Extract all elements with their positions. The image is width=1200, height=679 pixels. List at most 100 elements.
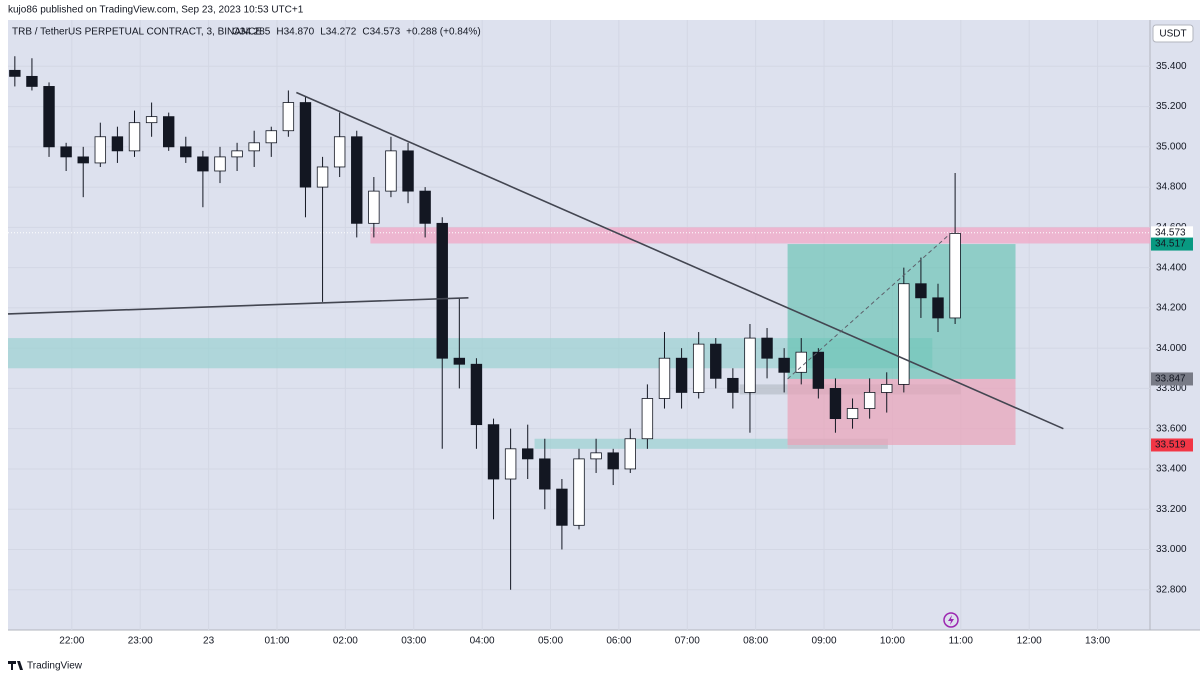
x-tick-label: 22:00 bbox=[59, 636, 84, 647]
ohlc-value: O34.285 bbox=[232, 27, 271, 38]
candle-body bbox=[829, 388, 842, 420]
candle-body bbox=[231, 150, 243, 158]
candle-body bbox=[932, 297, 944, 319]
candle-body bbox=[812, 351, 825, 389]
ohlc-value: H34.870 bbox=[276, 27, 314, 38]
trendline bbox=[7, 297, 469, 315]
candle-body bbox=[197, 156, 209, 172]
y-tick-label: 34.000 bbox=[1156, 343, 1187, 354]
candle-body bbox=[351, 136, 363, 224]
candle-body bbox=[863, 392, 876, 409]
candle-body bbox=[77, 156, 89, 164]
candle-body bbox=[795, 351, 807, 373]
y-tick-label: 33.600 bbox=[1156, 423, 1187, 434]
candle-body bbox=[915, 283, 927, 299]
candle-body bbox=[607, 452, 619, 470]
x-tick-label: 11:00 bbox=[949, 636, 974, 647]
candle-body bbox=[333, 136, 346, 168]
y-tick-label: 34.400 bbox=[1156, 262, 1187, 273]
candle-body bbox=[9, 69, 21, 77]
y-tick-label: 35.000 bbox=[1156, 141, 1187, 152]
price-label-box bbox=[1151, 372, 1193, 386]
candle-body bbox=[436, 222, 448, 359]
candle-body bbox=[487, 424, 500, 480]
candle-body bbox=[368, 190, 380, 224]
logo bbox=[8, 661, 23, 670]
price-label: 33.847 bbox=[1155, 374, 1186, 385]
layer bbox=[7, 20, 1150, 630]
candle-body bbox=[573, 458, 585, 526]
candle-body bbox=[26, 75, 38, 87]
candle-body bbox=[504, 448, 517, 480]
candle-body bbox=[846, 408, 859, 420]
candle-body bbox=[402, 150, 414, 192]
trendline bbox=[296, 91, 1064, 430]
candle-body bbox=[163, 116, 175, 148]
x-tick-label: 13:00 bbox=[1085, 636, 1110, 647]
price-label: 34.573 bbox=[1155, 227, 1186, 238]
y-tick-label: 35.400 bbox=[1156, 61, 1187, 72]
candle-body bbox=[761, 337, 773, 359]
currency: USDT bbox=[1159, 29, 1186, 40]
price-label: 34.517 bbox=[1155, 239, 1186, 250]
event-icon bbox=[943, 612, 959, 628]
event-icon bbox=[948, 615, 954, 625]
trendline bbox=[787, 233, 951, 380]
candle-body bbox=[624, 438, 636, 470]
candle-body bbox=[419, 190, 431, 224]
x-tick-label: 09:00 bbox=[812, 636, 837, 647]
candle-body bbox=[316, 166, 329, 188]
price-label-box bbox=[1151, 237, 1193, 251]
symbol: TRB / TetherUS PERPETUAL CONTRACT, 3, BI… bbox=[12, 27, 262, 38]
candle-body bbox=[180, 146, 192, 158]
candle-body bbox=[675, 357, 688, 393]
candle-body bbox=[744, 337, 756, 393]
candle-body bbox=[641, 398, 654, 440]
zone bbox=[8, 338, 933, 369]
y-tick-label: 33.400 bbox=[1156, 464, 1187, 475]
candle-body bbox=[145, 116, 158, 124]
x-tick-label: 07:00 bbox=[675, 636, 700, 647]
candle-body bbox=[43, 86, 55, 148]
x-tick-label: 12:00 bbox=[1017, 636, 1042, 647]
y-tick-label: 35.200 bbox=[1156, 101, 1187, 112]
price-label: 33.519 bbox=[1155, 440, 1186, 451]
x-tick-label: 06:00 bbox=[606, 636, 631, 647]
candle-body bbox=[898, 283, 910, 385]
candle-body bbox=[453, 357, 466, 365]
ohlc-value: +0.288 (+0.84%) bbox=[406, 27, 481, 38]
x-tick-label: 08:00 bbox=[743, 636, 768, 647]
candle-body bbox=[881, 383, 893, 393]
x-tick-label: 23:00 bbox=[128, 636, 153, 647]
candle-body bbox=[299, 102, 312, 188]
candle-body bbox=[60, 146, 72, 158]
price-label-box bbox=[1151, 438, 1193, 452]
y-tick-label: 34.200 bbox=[1156, 303, 1187, 314]
y-tick-label: 34.800 bbox=[1156, 182, 1187, 193]
candle-body bbox=[385, 150, 397, 192]
zone bbox=[370, 227, 1150, 244]
zone bbox=[534, 438, 788, 449]
x-tick-label: 03:00 bbox=[401, 636, 426, 647]
y-tick-label: 33.000 bbox=[1156, 544, 1187, 555]
x-tick-label: 01:00 bbox=[264, 636, 289, 647]
x-tick-label: 04:00 bbox=[470, 636, 495, 647]
candle-body bbox=[522, 448, 534, 460]
candle-body bbox=[778, 357, 790, 373]
candle-body bbox=[248, 142, 260, 152]
currency-box bbox=[1152, 24, 1194, 43]
price-axis bbox=[1150, 20, 1200, 630]
x-tick-label: 05:00 bbox=[538, 636, 563, 647]
candle-body bbox=[556, 488, 568, 526]
candle-body bbox=[282, 102, 295, 132]
candle-body bbox=[949, 232, 961, 319]
brand: TradingView bbox=[27, 661, 83, 672]
candle-body bbox=[710, 343, 722, 379]
y-tick-label: 32.800 bbox=[1156, 584, 1187, 595]
candle-body bbox=[658, 357, 671, 399]
y-tick-label: 33.800 bbox=[1156, 383, 1187, 394]
candle-body bbox=[590, 452, 602, 460]
ohlc-value: C34.573 bbox=[362, 27, 400, 38]
candle-body bbox=[94, 136, 107, 164]
